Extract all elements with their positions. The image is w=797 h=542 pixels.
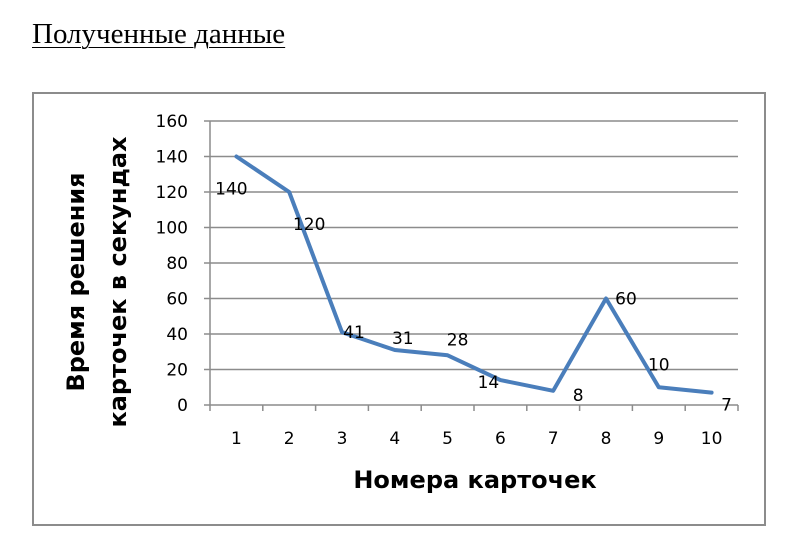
data-label: 28	[447, 330, 469, 350]
chart-frame	[32, 92, 766, 526]
x-tick-label: 6	[495, 429, 506, 449]
data-label: 7	[721, 396, 732, 416]
gridlines	[210, 120, 738, 371]
x-tick-label: 7	[548, 429, 559, 449]
series-line	[234, 154, 714, 395]
data-label: 41	[343, 323, 365, 343]
data-label: 140	[215, 180, 247, 200]
x-tick-labels: 1 2 3 4 5 6 7 8 9 10	[231, 429, 722, 449]
y-tick-labels: 0 20 40 60 80 100 120 140 160	[156, 112, 188, 416]
y-tick-label: 160	[156, 112, 188, 132]
y-tick-label: 20	[166, 361, 188, 381]
x-tick-label: 10	[701, 429, 723, 449]
y-tick-label: 140	[156, 148, 188, 168]
y-tick-label: 40	[166, 325, 188, 345]
x-tick-label: 4	[389, 429, 400, 449]
y-axis-title-line2: карточек в секундах	[104, 136, 132, 428]
y-tick-label: 60	[166, 290, 188, 310]
y-tick-label: 80	[166, 254, 188, 274]
x-tick-label: 3	[337, 429, 348, 449]
data-label: 31	[392, 329, 414, 349]
x-tick-label: 1	[231, 429, 242, 449]
page-heading: Полученные данные	[32, 18, 286, 50]
data-labels: 140 120 41 31 28 14 8 60 10 7	[215, 180, 732, 416]
x-tick-label: 5	[442, 429, 453, 449]
data-label: 120	[293, 215, 325, 235]
data-label: 14	[478, 373, 500, 393]
y-tick-label: 120	[156, 183, 188, 203]
data-label: 60	[615, 290, 637, 310]
x-tick-label: 8	[601, 429, 612, 449]
data-label: 10	[648, 355, 670, 375]
axes	[204, 120, 739, 411]
data-label: 8	[573, 386, 584, 406]
x-tick-label: 2	[284, 429, 295, 449]
y-tick-label: 100	[156, 219, 188, 239]
x-tick-label: 9	[653, 429, 664, 449]
x-axis-title: Номера карточек	[353, 466, 596, 494]
y-axis-title-line1: Время решения	[62, 172, 90, 391]
y-tick-label: 0	[177, 396, 188, 416]
